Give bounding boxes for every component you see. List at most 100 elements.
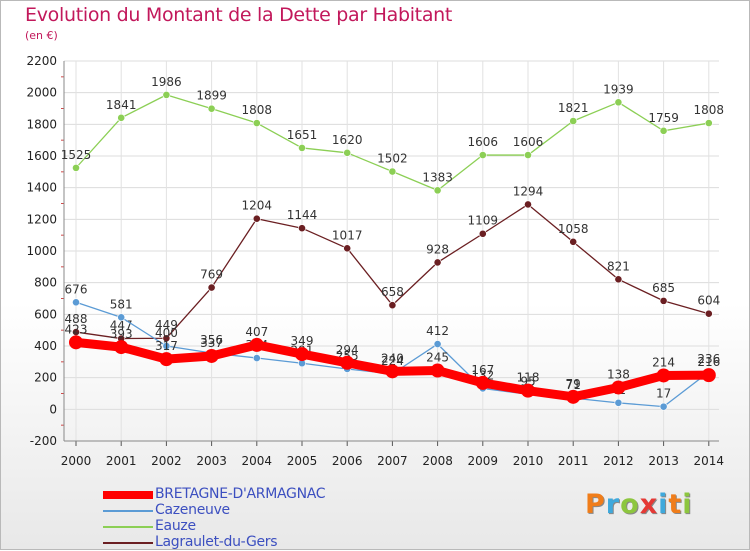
- y-tick-label: 600: [34, 307, 57, 321]
- data-label: 224: [381, 354, 404, 368]
- data-point: [249, 337, 264, 352]
- y-tick-label: 1200: [26, 212, 57, 226]
- data-label: 214: [652, 355, 675, 369]
- data-label: 412: [426, 324, 449, 338]
- data-point: [611, 380, 626, 395]
- data-point: [569, 117, 578, 125]
- data-label: 400: [155, 326, 178, 340]
- data-label: 138: [607, 367, 630, 381]
- data-label: 447: [110, 319, 133, 333]
- data-point: [72, 298, 80, 307]
- legend-label-eauze: Eauze: [155, 518, 196, 534]
- data-point: [614, 98, 623, 107]
- data-point: [656, 368, 671, 383]
- data-label: 1808: [242, 103, 273, 117]
- data-point: [475, 375, 490, 390]
- data-label: 317: [155, 339, 178, 353]
- y-tick-label: -200: [30, 434, 57, 448]
- x-tick-label: 2004: [242, 454, 273, 468]
- y-tick-label: 0: [49, 402, 57, 416]
- data-point: [162, 90, 171, 99]
- data-point: [569, 237, 578, 246]
- x-tick-label: 2000: [61, 454, 92, 468]
- data-label: 356: [200, 333, 223, 347]
- x-tick-label: 2010: [513, 454, 544, 468]
- data-label: 1841: [106, 98, 137, 112]
- data-label: 1808: [694, 103, 725, 117]
- data-label: 337: [200, 336, 223, 350]
- legend-label-bretagne: BRETAGNE-D'ARMAGNAC: [155, 486, 326, 502]
- data-label: 118: [517, 371, 540, 385]
- data-point: [433, 340, 442, 348]
- x-tick-label: 2002: [151, 454, 182, 468]
- x-tick-label: 2008: [422, 454, 453, 468]
- data-label: 1651: [287, 128, 318, 142]
- data-label: 294: [336, 343, 359, 357]
- logo-letter: P: [585, 489, 606, 520]
- data-label: 1058: [558, 222, 589, 236]
- data-label: 821: [607, 259, 630, 273]
- y-tick-label: 200: [34, 371, 57, 385]
- logo-letter: x: [639, 489, 659, 520]
- data-label: 1502: [377, 152, 408, 166]
- legend-swatch-eauze: [103, 526, 153, 528]
- data-label: 17: [656, 387, 671, 401]
- y-tick-label: 800: [34, 276, 57, 290]
- data-label: 349: [291, 334, 314, 348]
- data-label: 1986: [151, 75, 182, 89]
- data-label: 769: [200, 268, 223, 282]
- x-tick-label: 2007: [377, 454, 408, 468]
- data-point: [298, 144, 306, 152]
- x-tick-label: 2011: [558, 454, 589, 468]
- data-label: 1939: [603, 82, 634, 96]
- x-tick-label: 2009: [468, 454, 499, 468]
- data-point: [385, 364, 400, 379]
- data-label: 216: [697, 355, 720, 369]
- data-label: 393: [110, 327, 133, 341]
- y-tick-label: 1800: [26, 117, 57, 131]
- data-point: [162, 342, 171, 350]
- data-label: 240: [381, 351, 404, 365]
- x-tick-label: 2014: [694, 454, 725, 468]
- y-tick-label: 1400: [26, 181, 57, 195]
- data-point: [252, 214, 261, 223]
- data-point: [117, 313, 126, 322]
- data-label: 407: [245, 325, 268, 339]
- logo-letter: i: [682, 489, 693, 520]
- data-point: [252, 354, 261, 362]
- x-tick-label: 2003: [196, 454, 227, 468]
- data-label: 1383: [422, 170, 453, 184]
- data-point: [162, 334, 171, 343]
- data-point: [388, 167, 397, 176]
- data-label: 1144: [287, 208, 318, 222]
- data-point: [524, 200, 532, 209]
- data-label: 676: [65, 282, 88, 296]
- data-label: 1294: [513, 184, 544, 198]
- data-label: 1109: [468, 214, 499, 228]
- chart-title: Evolution du Montant de la Dette par Hab…: [25, 4, 453, 26]
- logo-letter: o: [620, 489, 640, 520]
- data-point: [207, 104, 216, 113]
- y-tick-label: 1000: [26, 244, 57, 258]
- y-tick-label: 2200: [26, 54, 57, 68]
- x-tick-label: 2012: [603, 454, 634, 468]
- data-label: 1899: [196, 89, 227, 103]
- data-label: 1606: [468, 135, 499, 149]
- data-label: 167: [471, 363, 494, 377]
- legend-label-cazeneuve: Cazeneuve: [155, 502, 230, 518]
- logo-letter: r: [605, 489, 621, 520]
- data-point: [659, 126, 668, 135]
- data-point: [343, 148, 352, 157]
- data-label: 423: [65, 322, 88, 336]
- data-point: [659, 296, 668, 305]
- x-tick-label: 2005: [287, 454, 318, 468]
- x-tick-label: 2006: [332, 454, 363, 468]
- data-point: [295, 347, 309, 362]
- data-point: [704, 309, 713, 318]
- data-label: 245: [426, 351, 449, 365]
- data-point: [117, 113, 126, 122]
- logo-letter: i: [658, 489, 669, 520]
- data-point: [204, 348, 219, 363]
